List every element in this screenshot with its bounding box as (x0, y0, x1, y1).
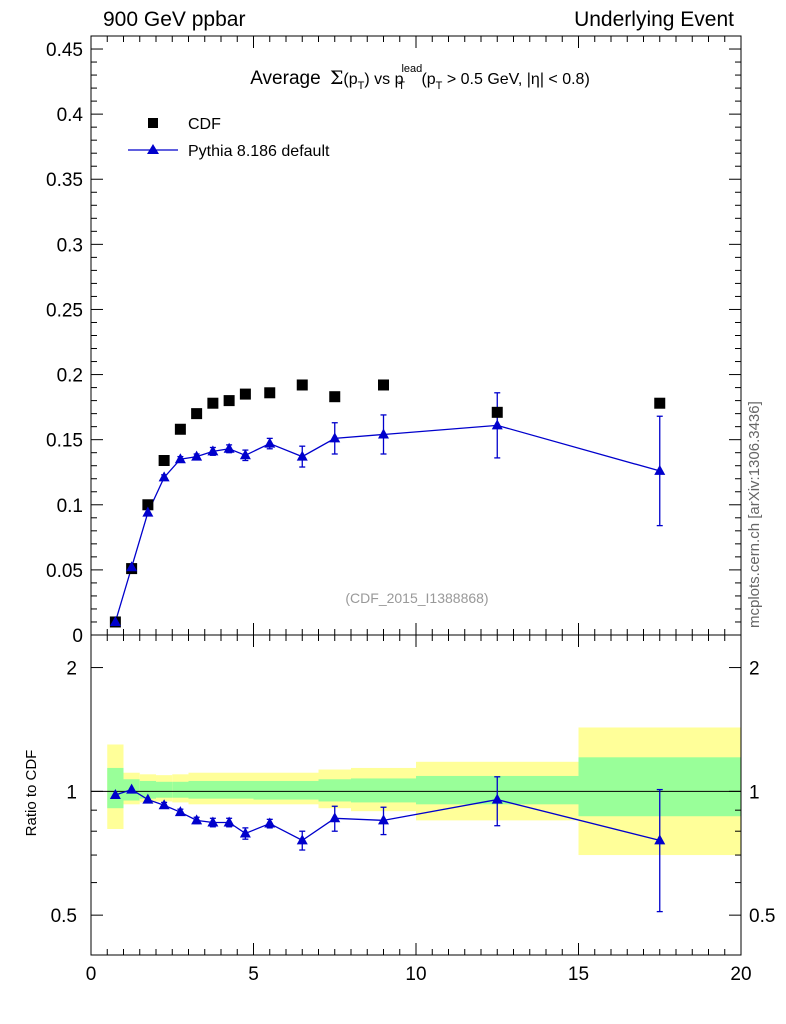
x-tick-label: 15 (568, 964, 589, 985)
ratio-y-tick-label-right: 0.5 (749, 906, 775, 927)
pythia-ratio-point (378, 814, 389, 825)
pythia-point (158, 471, 170, 482)
pythia-ratio-point (239, 827, 251, 838)
ratio-band-inner (318, 779, 351, 802)
analysis-watermark: (CDF_2015_I1388868) (345, 590, 488, 606)
pythia-ratio-point (191, 814, 203, 825)
legend-label-cdf: CDF (188, 116, 221, 133)
pythia-point (223, 442, 235, 453)
pythia-point (329, 432, 341, 443)
cdf-point (239, 388, 251, 400)
pythia-ratio-point (109, 788, 121, 799)
x-tick-label: 0 (86, 964, 97, 985)
pythia-ratio-point (654, 834, 666, 845)
legend-label-pythia: Pythia 8.186 default (188, 143, 330, 160)
ratio-band-inner (156, 781, 173, 798)
cdf-point (142, 499, 154, 511)
pythia-point (264, 437, 276, 448)
ratio-y-axis-label: Ratio to CDF (23, 750, 40, 837)
main-y-tick-label: 0.35 (46, 170, 83, 191)
ratio-y-tick-label-left: 1 (66, 782, 77, 803)
pythia-point (207, 445, 219, 456)
ratio-band-inner (253, 780, 319, 800)
cdf-point (378, 379, 389, 391)
ratio-y-tick-label-right: 2 (749, 659, 760, 680)
ratio-y-tick-label-left: 2 (66, 659, 77, 680)
pythia-ratio-point (126, 783, 138, 794)
pythia-point (296, 450, 308, 461)
pythia-point (142, 506, 154, 517)
cdf-point (223, 395, 235, 407)
ratio-y-tick-label-left: 0.5 (51, 906, 77, 927)
main-y-tick-label: 0.3 (57, 235, 83, 256)
pythia-point (654, 464, 666, 475)
header-energy-label: 900 GeV ppbar (103, 8, 246, 31)
legend-marker-cdf (148, 118, 158, 128)
cdf-point (207, 397, 219, 409)
pythia-ratio-point (223, 816, 235, 827)
cdf-point (296, 379, 308, 391)
main-plot-frame: 0 0.05 0.1 0.15 0.2 0.25 0.3 0.35 0.4 0.45 (46, 35, 742, 647)
pythia-point (174, 453, 186, 464)
pythia-ratio-point (329, 812, 341, 823)
cdf-point (264, 387, 276, 399)
ratio-band-inner (351, 778, 416, 803)
ratio-y-tick-label-right: 1 (749, 782, 760, 803)
cdf-point (654, 397, 666, 409)
legend: CDF Pythia 8.186 default (128, 116, 330, 160)
pythia-point (109, 615, 121, 626)
ratio-band-inner (139, 780, 156, 799)
pythia-ratio-point (207, 816, 219, 827)
main-y-tick-label: 0.25 (46, 300, 83, 321)
main-y-tick-label: 0.45 (46, 40, 83, 61)
legend-marker-pythia (147, 144, 159, 154)
main-y-tick-label: 0.15 (46, 431, 83, 452)
ratio-band-inner (107, 767, 124, 809)
pythia-ratio-point (142, 793, 154, 804)
ratio-plot-frame: 0 5 10 15 20 0.5 0.5 1 1 2 2 (51, 634, 775, 985)
cdf-point (329, 391, 341, 403)
source-side-label: mcplots.cern.ch [arXiv:1306.3436] (746, 401, 763, 628)
pythia-ratio-point (264, 817, 276, 828)
cdf-point (191, 408, 203, 420)
pythia-ratio-point (296, 834, 308, 845)
main-y-tick-label: 0 (72, 626, 83, 647)
main-y-tick-label: 0.1 (57, 496, 83, 517)
data-marks (109, 379, 666, 913)
ratio-band-inner (188, 780, 254, 799)
pythia-point (191, 450, 203, 461)
cdf-point (158, 455, 170, 467)
cdf-point (491, 406, 503, 418)
pythia-point (491, 419, 503, 430)
x-tick-label: 5 (248, 964, 259, 985)
chart-title: Average Σ(pT) vs plead T (pT > 0.5 GeV, |… (250, 63, 590, 92)
header-process-label: Underlying Event (574, 8, 734, 31)
x-tick-label: 10 (405, 964, 426, 985)
main-y-tick-label: 0.4 (57, 105, 84, 126)
pythia-ratio-point (491, 793, 503, 804)
ratio-band-inner (172, 781, 189, 798)
pythia-ratio-point (174, 806, 186, 817)
main-y-tick-label: 0.2 (57, 366, 83, 387)
x-tick-label: 20 (730, 964, 751, 985)
main-y-tick-label: 0.05 (46, 561, 83, 582)
pythia-point (239, 449, 251, 460)
pythia-point (126, 561, 138, 572)
pythia-ratio-point (158, 799, 170, 810)
pythia-point (378, 428, 389, 439)
cdf-point (174, 423, 186, 435)
